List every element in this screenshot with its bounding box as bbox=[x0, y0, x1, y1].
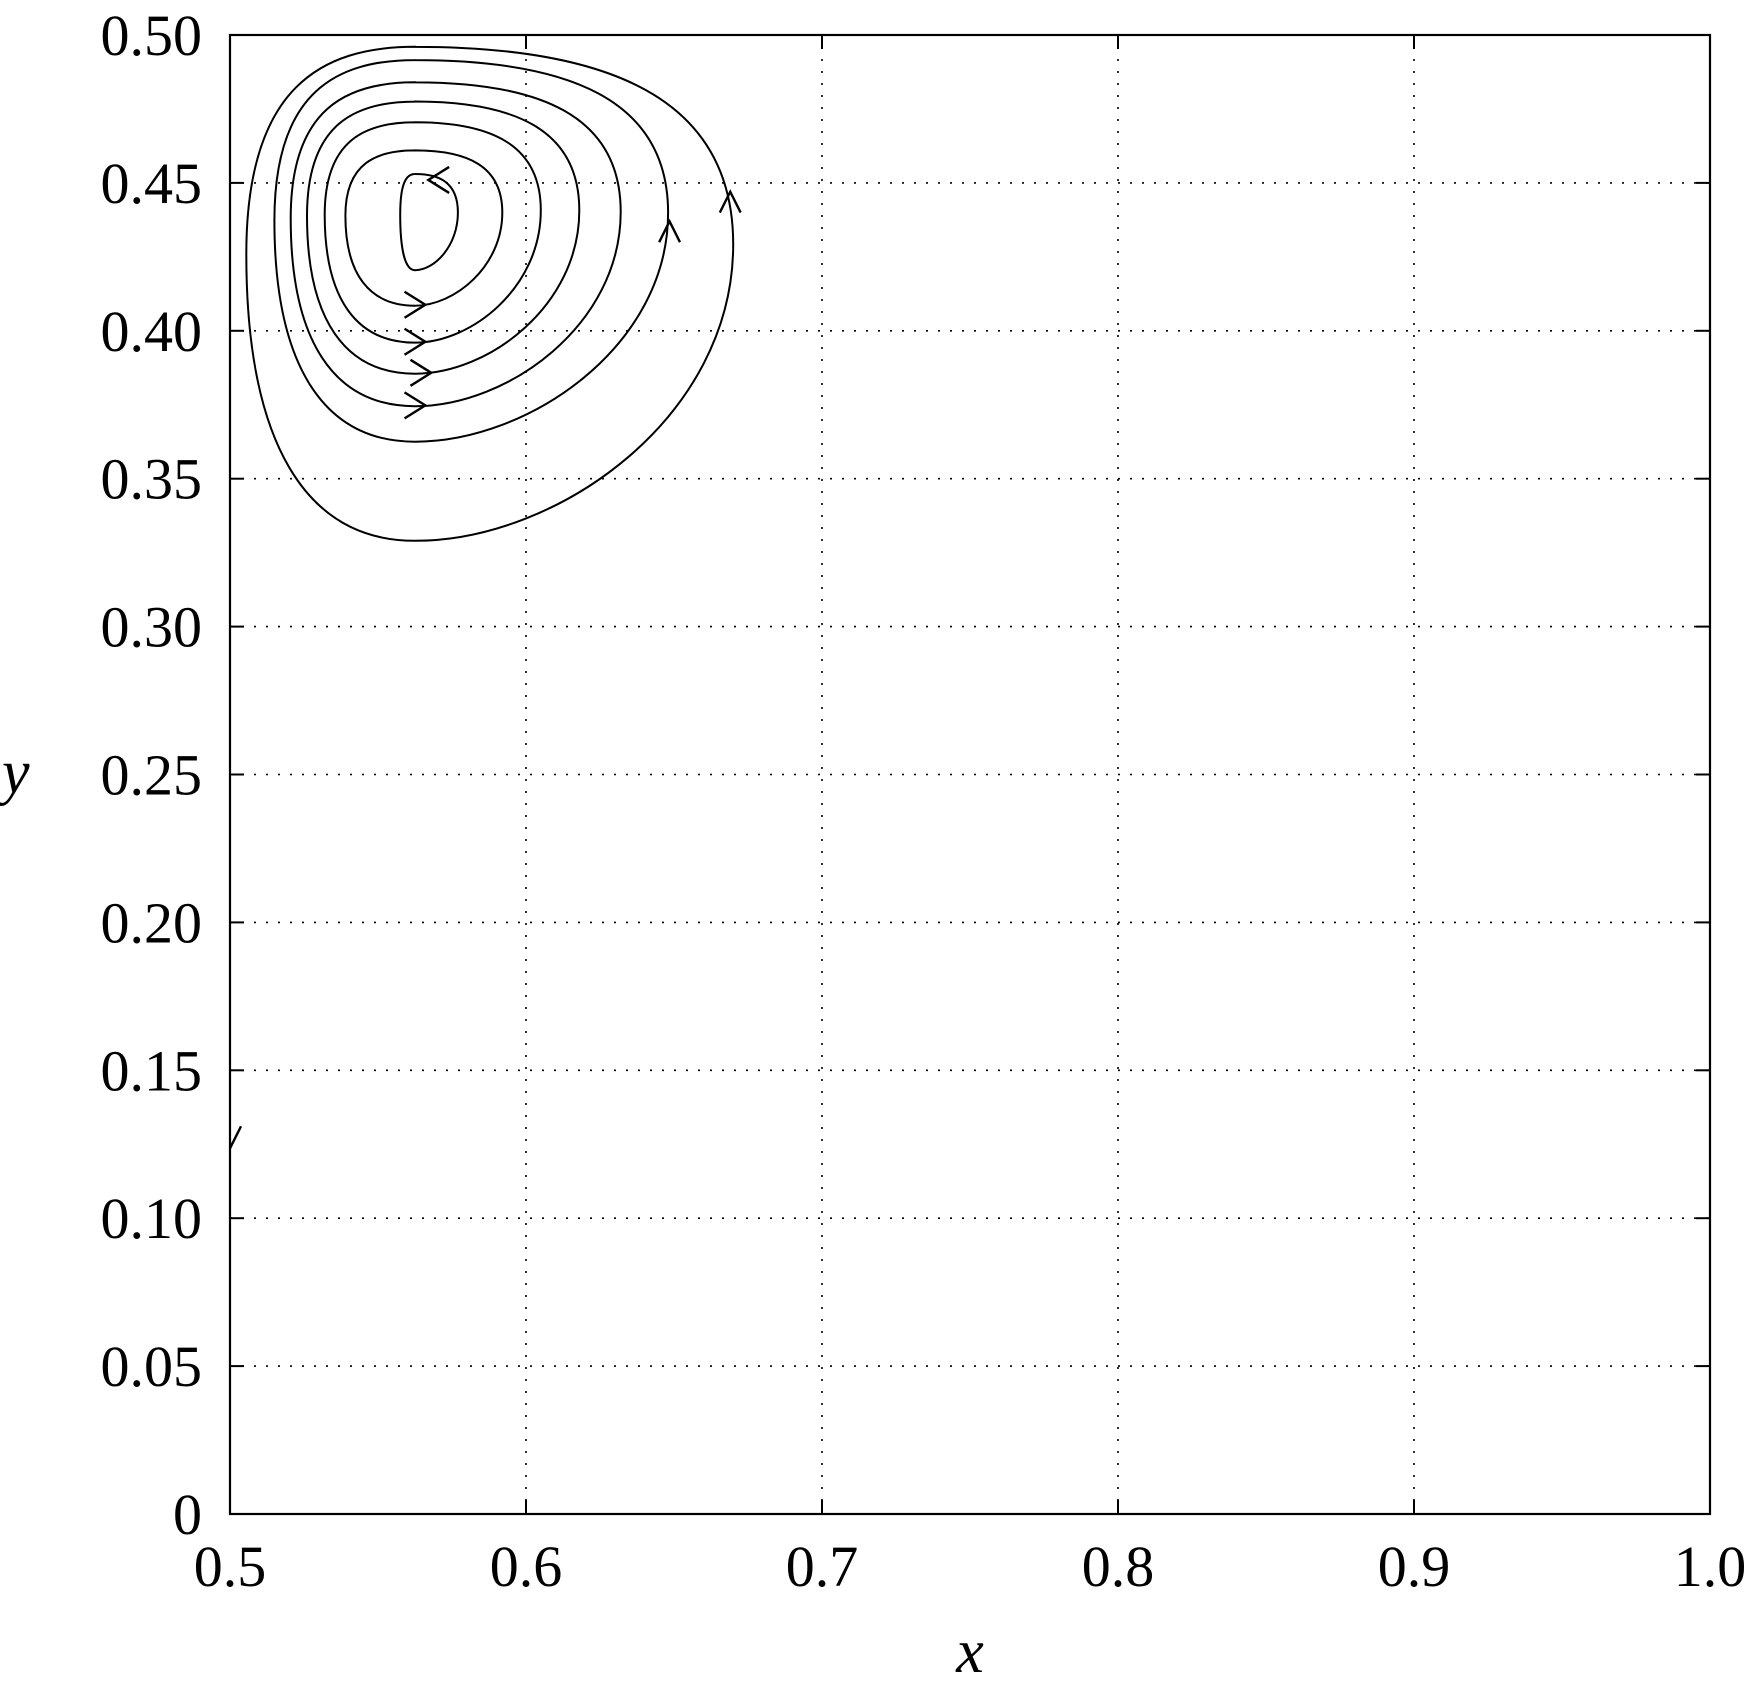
streamline-contour bbox=[245, 45, 735, 542]
flow-arrow-right bbox=[409, 358, 434, 387]
flow-arrow-right bbox=[403, 290, 428, 319]
x-tick-label: 0.8 bbox=[1082, 1534, 1155, 1599]
streamline-contour bbox=[344, 149, 504, 307]
y-tick-label: 0 bbox=[173, 1482, 202, 1547]
axis-ticks bbox=[229, 34, 1711, 1515]
y-tick-label: 0.10 bbox=[101, 1186, 203, 1251]
streamline-contour bbox=[399, 172, 459, 272]
flow-arrow-up bbox=[658, 218, 682, 243]
y-tick-labels: 0 0.05 0.10 0.15 0.20 0.25 0.30 0.35 0.40 0.45 0.5… bbox=[101, 3, 203, 1547]
y-tick-label: 0.25 bbox=[101, 743, 203, 808]
x-tick-labels: 0.5 0.6 0.7 0.8 0.9 1.0 bbox=[194, 1534, 1747, 1599]
plot-frame bbox=[228, 33, 1712, 1516]
arrow-stub bbox=[228, 1125, 243, 1149]
y-tick-label: 0.40 bbox=[101, 299, 203, 364]
flow-arrow-right bbox=[403, 327, 428, 356]
x-axis-label: x bbox=[955, 1618, 984, 1686]
streamline-contour bbox=[305, 100, 581, 375]
y-tick-label: 0.20 bbox=[101, 890, 203, 955]
y-tick-label: 0.30 bbox=[101, 595, 203, 660]
x-tick-label: 0.5 bbox=[194, 1534, 267, 1599]
flow-direction-arrows bbox=[228, 165, 742, 1149]
y-tick-label: 0.15 bbox=[101, 1038, 203, 1103]
streamline-contour bbox=[323, 121, 542, 344]
y-tick-label: 0.45 bbox=[101, 151, 203, 216]
flow-arrow-left bbox=[426, 165, 450, 194]
y-tick-label: 0.35 bbox=[101, 447, 203, 512]
grid-lines bbox=[230, 35, 1710, 1514]
x-tick-label: 1.0 bbox=[1674, 1534, 1747, 1599]
x-tick-label: 0.9 bbox=[1378, 1534, 1451, 1599]
y-axis-label: y bbox=[0, 739, 30, 807]
x-tick-label: 0.6 bbox=[490, 1534, 563, 1599]
streamline-contours bbox=[245, 45, 735, 542]
streamline-contour bbox=[289, 81, 622, 408]
x-tick-label: 0.7 bbox=[786, 1534, 859, 1599]
y-tick-label: 0.50 bbox=[101, 3, 203, 68]
y-tick-label: 0.05 bbox=[101, 1334, 203, 1399]
flow-arrow-up bbox=[718, 189, 742, 214]
flow-arrow-right bbox=[403, 391, 428, 420]
streamline-contour bbox=[273, 59, 670, 443]
